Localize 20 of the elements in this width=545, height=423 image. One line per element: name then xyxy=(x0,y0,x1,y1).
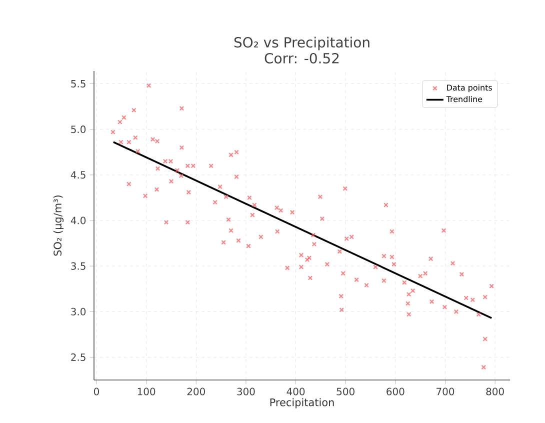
x-tick-label: 700 xyxy=(436,388,454,396)
y-tick-label: 5.0 xyxy=(71,126,86,134)
chart-subtitle: Corr: -0.52 xyxy=(264,52,339,64)
x-tick-label: 0 xyxy=(94,388,100,396)
y-tick-label: 5.5 xyxy=(71,80,86,88)
x-tick-label: 800 xyxy=(486,388,504,396)
y-tick-label: 4.5 xyxy=(70,171,86,179)
y-axis-title: SO₂ (µg/m³) xyxy=(53,196,64,256)
x-tick-label: 500 xyxy=(336,388,354,396)
x-tick-label: 400 xyxy=(286,388,305,396)
x-tick-label: 200 xyxy=(187,388,205,396)
chart-title: SO₂ vs Precipitation xyxy=(234,36,370,50)
y-tick-label: 3.0 xyxy=(71,308,86,316)
x-axis-title: Precipitation xyxy=(270,398,334,408)
y-tick-label: 4.0 xyxy=(70,216,86,224)
y-tick-label: 2.5 xyxy=(71,353,86,361)
x-tick-label: 300 xyxy=(237,388,255,396)
x-tick-label: 600 xyxy=(386,388,404,396)
y-tick-label: 3.5 xyxy=(71,262,86,270)
x-tick-label: 100 xyxy=(138,388,156,396)
